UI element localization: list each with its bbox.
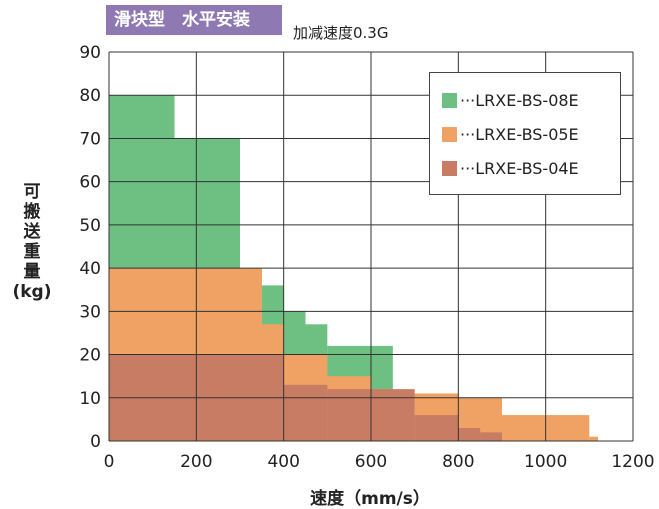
y-tick-label-2: 20 bbox=[79, 346, 101, 366]
y-tick-label-1: 10 bbox=[79, 389, 101, 409]
x-tick-label-3: 600 bbox=[355, 452, 387, 472]
chart-grid bbox=[108, 51, 634, 442]
legend-label-04e: ···LRXE-BS-04E bbox=[460, 158, 579, 178]
chart-ticks: 0 200 400 600 800 1000 1200 0 10 20 30 40 50 60 70 80 90 bbox=[79, 43, 654, 472]
legend-swatch-04e bbox=[442, 160, 457, 176]
y-tick-label-3: 30 bbox=[79, 302, 101, 322]
y-tick-label-8: 80 bbox=[79, 86, 101, 106]
x-tick-label-1: 200 bbox=[180, 452, 212, 472]
x-tick-label-5: 1000 bbox=[524, 452, 567, 472]
y-tick-label-0: 0 bbox=[90, 432, 101, 452]
legend: ···LRXE-BS-08E ···LRXE-BS-05E ···LRXE-BS… bbox=[429, 72, 621, 195]
area-step-s2-4 bbox=[458, 428, 481, 441]
y-tick-label-4: 40 bbox=[79, 259, 101, 279]
area-step-s2-1 bbox=[283, 384, 328, 441]
y-tick-label-7: 70 bbox=[79, 129, 101, 149]
area-step-s1-9 bbox=[589, 436, 599, 441]
legend-swatch-08e bbox=[442, 92, 457, 108]
y-axis-label-char: 送 bbox=[23, 222, 41, 242]
y-tick-label-5: 50 bbox=[79, 216, 101, 236]
chart-title-badge: 滑块型 水平安装 bbox=[106, 5, 282, 35]
x-tick-label-2: 400 bbox=[267, 452, 299, 472]
y-axis-label-char: 重 bbox=[23, 242, 41, 262]
x-tick-label-6: 1200 bbox=[611, 452, 654, 472]
legend-item-lrxe-bs-08e: ···LRXE-BS-08E bbox=[442, 90, 579, 110]
y-tick-label-6: 60 bbox=[79, 173, 101, 193]
area-step-s2-5 bbox=[480, 432, 502, 441]
y-axis-label-char: 可 bbox=[23, 182, 41, 202]
legend-item-lrxe-bs-05e: ···LRXE-BS-05E bbox=[442, 124, 579, 144]
x-axis-label: 速度（mm/s） bbox=[310, 489, 430, 509]
legend-label-08e: ···LRXE-BS-08E bbox=[460, 90, 579, 110]
legend-label-05e: ···LRXE-BS-05E bbox=[460, 124, 579, 144]
legend-item-lrxe-bs-04e: ···LRXE-BS-04E bbox=[442, 158, 579, 178]
y-axis-label: 可 搬 送 重 量 (kg) bbox=[10, 182, 54, 302]
y-tick-label-9: 90 bbox=[79, 43, 101, 63]
x-tick-label-4: 800 bbox=[442, 452, 474, 472]
acceleration-label: 加减速度0.3G bbox=[293, 24, 389, 42]
area-step-s2-3 bbox=[414, 415, 459, 441]
x-tick-label-0: 0 bbox=[104, 452, 115, 472]
legend-swatch-05e bbox=[442, 126, 457, 142]
y-axis-label-unit: (kg) bbox=[12, 282, 52, 302]
y-axis-label-char: 量 bbox=[23, 262, 41, 282]
y-axis-label-char: 搬 bbox=[23, 202, 41, 222]
